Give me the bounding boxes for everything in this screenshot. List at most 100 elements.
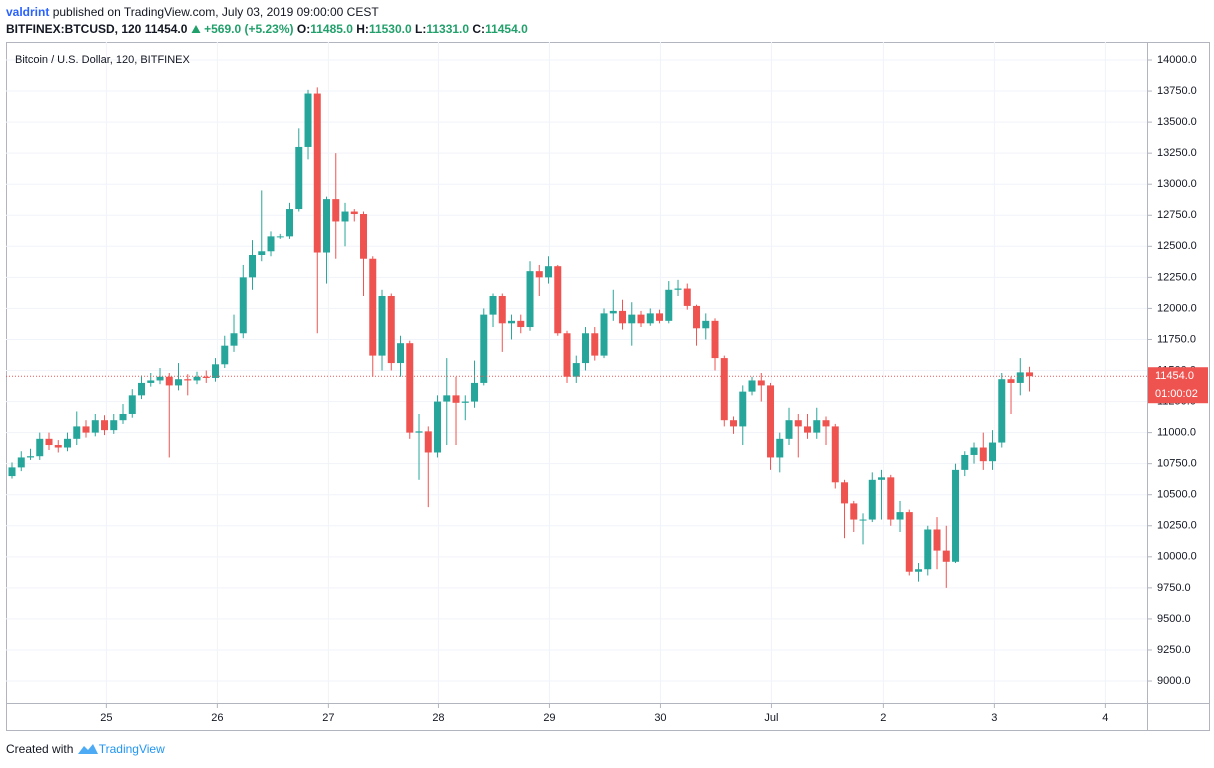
footer: Created with TradingView [6, 742, 165, 756]
candle-body [609, 310, 617, 314]
candle-body [119, 413, 127, 421]
x-tick-label: 2 [880, 712, 886, 724]
candle-body [1016, 372, 1024, 383]
footer-prefix: Created with [6, 742, 74, 756]
candle-body [841, 482, 849, 504]
candle-body [27, 456, 35, 458]
candle-body [73, 426, 81, 439]
candle-body [591, 333, 599, 356]
x-tick-label: 29 [543, 712, 555, 724]
candle-body [471, 382, 479, 402]
y-tick-label: 11000.0 [1157, 427, 1196, 439]
candle-body [360, 214, 368, 259]
candle-body [730, 420, 738, 427]
candle-body [64, 438, 72, 448]
candle-body [526, 271, 534, 328]
price-tag-label: 11454.0 [1155, 370, 1194, 382]
candle-body [91, 420, 99, 433]
candle-body [434, 401, 442, 453]
candle-body [332, 199, 340, 222]
candle-body [979, 447, 987, 462]
candle-body [165, 376, 173, 386]
candle-body [656, 313, 664, 321]
change: +569.0 (+5.23%) [204, 22, 294, 36]
footer-brand: TradingView [98, 742, 165, 756]
ohlc-l-value: 11331.0 [426, 22, 470, 36]
candle-body [249, 255, 257, 278]
candle-body [452, 395, 460, 403]
x-tick-label: 25 [100, 712, 112, 724]
candle-body [128, 395, 136, 414]
candle-body [933, 529, 941, 551]
candle-body [230, 333, 238, 346]
x-tick-label: Jul [764, 712, 778, 724]
candle-body [175, 379, 183, 386]
candle-body [498, 295, 506, 324]
countdown: 01:00:02 [1155, 388, 1198, 400]
candle-body [572, 363, 580, 377]
candle-body [757, 380, 765, 386]
candle-body [674, 288, 682, 290]
candle-body [915, 569, 923, 572]
candle-body [350, 211, 358, 215]
candle-body [637, 314, 645, 324]
chart-title: Bitcoin / U.S. Dollar, 120, BITFINEX [15, 54, 191, 66]
candle-body [517, 320, 525, 328]
candle-body [702, 320, 710, 329]
candle-body [480, 314, 488, 383]
symbol-line: BITFINEX:BTCUSD, 120 11454.0 +569.0 (+5.… [6, 22, 528, 36]
candle-body [924, 529, 932, 570]
y-tick-label: 12750.0 [1157, 209, 1197, 221]
y-tick-label: 9750.0 [1157, 582, 1191, 594]
candle-body [406, 343, 414, 433]
candle-body [804, 426, 812, 433]
candle-body [582, 333, 590, 364]
candle-body [508, 320, 516, 324]
y-tick-label: 12250.0 [1157, 271, 1197, 283]
y-tick-label: 13750.0 [1157, 85, 1197, 97]
candle-body [387, 295, 395, 364]
candle-body [646, 313, 654, 324]
candle-body [878, 477, 886, 480]
candle-body [378, 295, 386, 356]
candle-body [822, 420, 830, 427]
ohlc-o-value: 11485.0 [310, 22, 353, 36]
candle-body [424, 431, 432, 453]
ohlc-h: H: [356, 22, 369, 36]
candle-body [693, 305, 701, 329]
candle-body [184, 379, 192, 381]
candle-body [970, 447, 978, 455]
candle-body [868, 479, 876, 520]
x-tick-label: 28 [432, 712, 444, 724]
candle-body [295, 146, 303, 210]
candle-body [304, 93, 312, 147]
candle-body [776, 438, 784, 458]
y-tick-label: 13500.0 [1157, 116, 1197, 128]
candle-body [989, 442, 997, 462]
candle-body [36, 438, 44, 457]
candle-body [489, 295, 497, 315]
y-tick-label: 10500.0 [1157, 489, 1197, 501]
candle-body [369, 258, 377, 356]
candle-body [998, 379, 1006, 443]
candle-body [628, 314, 636, 324]
candle-body [785, 420, 793, 439]
candle-body [267, 236, 275, 252]
up-arrow [191, 25, 201, 33]
candle-body [258, 251, 266, 256]
candle-body [711, 320, 719, 359]
candle-body [683, 288, 691, 306]
chart: Bitcoin / U.S. Dollar, 120, BITFINEX 900… [6, 42, 1210, 731]
publish-line: valdrint published on TradingView.com, J… [6, 5, 379, 19]
y-tick-label: 10750.0 [1157, 458, 1197, 470]
candle-body [905, 512, 913, 572]
y-tick-label: 12000.0 [1157, 302, 1197, 314]
candle-body [443, 395, 451, 402]
candle-body [859, 519, 867, 521]
ohlc-o: O: [296, 22, 311, 36]
candle-body [323, 199, 331, 253]
candle-body [286, 209, 294, 237]
candle-body [720, 358, 728, 421]
candle-body [82, 426, 90, 433]
